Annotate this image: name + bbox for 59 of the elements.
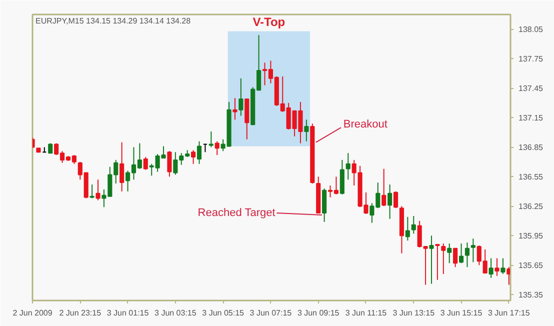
candlestick: [411, 215, 416, 234]
candlestick: [191, 150, 196, 164]
candlestick: [405, 216, 410, 242]
x-tick-label: 3 Jun 09:15: [297, 308, 340, 318]
candlestick: [435, 244, 440, 280]
band-label: V-Top: [252, 15, 286, 30]
candlestick: [464, 242, 470, 268]
x-tick-label: 3 Jun 11:15: [345, 308, 388, 318]
y-tick-label: 135.95: [518, 232, 544, 241]
y-tick-label: 138.05: [518, 25, 544, 34]
candlestick: [500, 258, 506, 274]
x-tick-label: 3 Jun 03:15: [154, 308, 197, 318]
candlestick: [388, 184, 392, 220]
candlestick: [506, 266, 510, 286]
candlestick: [238, 78, 244, 116]
candlestick: [120, 142, 124, 192]
candlestick: [470, 238, 476, 263]
x-tick-label: 3 Jun 15:15: [440, 308, 483, 318]
candlestick: [143, 156, 148, 170]
candlestick: [340, 159, 344, 195]
x-tick-label: 3 Jun 13:15: [392, 308, 436, 318]
y-tick-label: 137.75: [518, 54, 544, 64]
annotation: Reached Target: [198, 207, 276, 220]
y-tick-label: 135.65: [518, 261, 544, 270]
candlestick: [346, 152, 350, 180]
candlestick: [196, 140, 202, 164]
candlestick: [90, 184, 94, 199]
candlestick: [167, 150, 172, 178]
candlestick: [453, 248, 458, 268]
annotation: Breakout: [343, 118, 388, 131]
x-tick-label: 3 Jun 01:15: [106, 308, 150, 318]
candlestick: [494, 258, 500, 276]
y-tick-label: 137.45: [518, 84, 544, 94]
candlestick: [214, 140, 220, 156]
candlestick: [232, 98, 238, 120]
candlestick: [382, 168, 386, 207]
y-tick-label: 136.55: [518, 172, 544, 182]
candlestick: [96, 179, 100, 201]
candlestick: [208, 130, 214, 148]
x-tick-label: 2 Jun 2009: [12, 308, 53, 318]
candlestick: [458, 242, 464, 264]
candlestick: [429, 235, 434, 284]
y-tick-label: 135.35: [518, 290, 544, 300]
candlestick: [304, 119, 309, 142]
y-tick-label: 137.15: [518, 114, 544, 123]
candlestick: [244, 98, 250, 140]
x-tick-label: 2 Jun 23:15: [59, 308, 102, 318]
x-tick-label: 3 Jun 17:15: [488, 308, 530, 318]
candlestick: [48, 142, 53, 154]
y-tick-label: 136.85: [518, 143, 544, 152]
x-tick-label: 3 Jun 07:15: [250, 308, 292, 318]
candlestick: [447, 242, 452, 264]
candlestick: [322, 188, 327, 222]
candlestick: [488, 258, 494, 278]
candlestick: [393, 190, 398, 209]
candlestick: [441, 242, 446, 274]
x-tick-label: 3 Jun 05:15: [202, 308, 245, 318]
chart-title: EURJPY,M15 134.15 134.29 134.14 134.28: [36, 16, 192, 26]
y-tick-label: 136.25: [518, 202, 544, 212]
